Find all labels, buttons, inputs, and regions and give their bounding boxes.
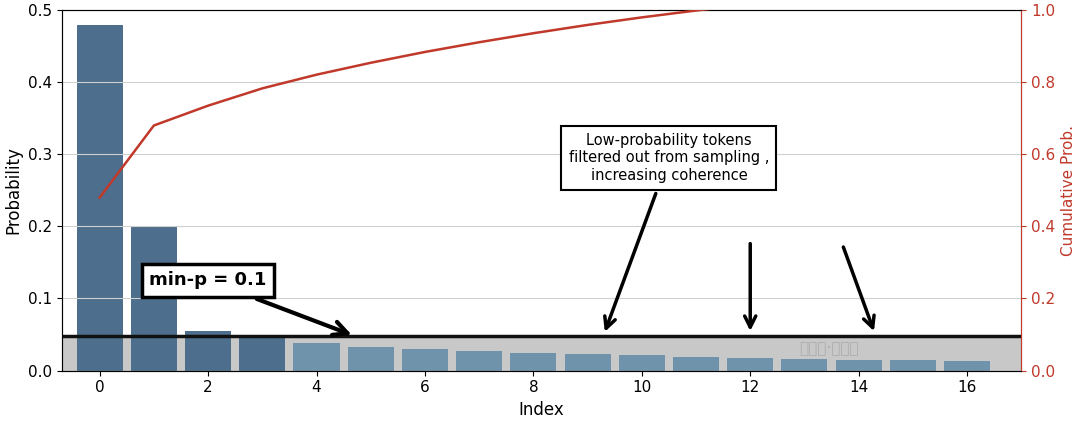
Bar	[673, 357, 719, 371]
Bar	[62, 336, 1022, 371]
Bar	[944, 361, 990, 371]
Bar	[727, 357, 773, 371]
Text: min-p = 0.1: min-p = 0.1	[149, 272, 348, 335]
Bar	[782, 359, 827, 371]
Bar	[402, 349, 448, 371]
Bar	[890, 360, 936, 371]
Bar	[836, 360, 881, 371]
Bar	[185, 331, 231, 371]
Bar	[511, 352, 556, 371]
Text: Low-probability tokens
filtered out from sampling ,
increasing coherence: Low-probability tokens filtered out from…	[569, 133, 769, 328]
Bar	[348, 347, 394, 371]
X-axis label: Index: Index	[518, 401, 565, 419]
Bar	[294, 343, 339, 371]
Bar	[619, 355, 665, 371]
Bar	[456, 351, 502, 371]
Bar	[77, 25, 123, 371]
Bar	[565, 354, 610, 371]
Text: 公众号·量子位: 公众号·量子位	[799, 341, 860, 357]
Y-axis label: Cumulative Prob.: Cumulative Prob.	[1061, 125, 1076, 256]
Bar	[240, 336, 285, 371]
Y-axis label: Probability: Probability	[4, 146, 23, 234]
Bar	[131, 226, 177, 371]
